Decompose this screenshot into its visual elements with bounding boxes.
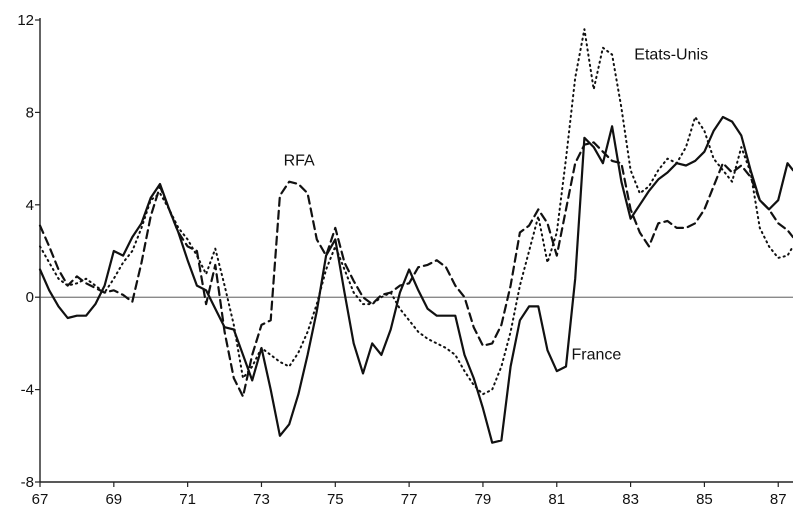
series-line-france: [38, 115, 793, 444]
x-tick-label: 71: [179, 491, 196, 508]
x-tick-label: 79: [475, 491, 492, 508]
series-line-rfa: [38, 141, 793, 398]
y-tick-label: 0: [26, 289, 34, 306]
y-tick-label: 8: [26, 104, 34, 121]
x-tick-label: 83: [622, 491, 639, 508]
x-tick-label: 77: [401, 491, 418, 508]
x-tick-label: 87: [770, 491, 787, 508]
x-tick-label: 69: [105, 491, 122, 508]
y-tick-label: -4: [21, 382, 34, 399]
series-line-etats-unis: [39, 28, 793, 396]
x-tick-label: 67: [32, 491, 49, 508]
series-label-etats-unis: Etats-Unis: [634, 46, 708, 63]
series-label-rfa: RFA: [284, 153, 315, 170]
series-label-france: France: [572, 347, 622, 364]
y-tick-label: -8: [21, 474, 34, 491]
x-tick-label: 73: [253, 491, 270, 508]
x-tick-label: 85: [696, 491, 713, 508]
x-tick-label: 81: [548, 491, 565, 508]
y-tick-label: 12: [17, 12, 34, 29]
y-tick-label: 4: [26, 197, 34, 214]
x-tick-label: 75: [327, 491, 344, 508]
plot-area: -8 -4 0 4 8 12 67 69 71 73 75 77 79 81 83 85 87 RFA Etats-…: [17, 12, 793, 508]
